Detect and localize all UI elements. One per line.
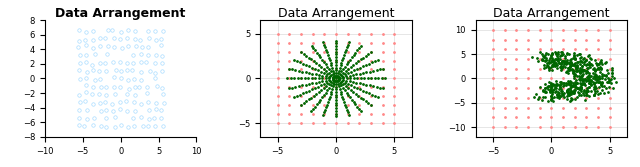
Title: Data Arrangement: Data Arrangement bbox=[493, 7, 610, 20]
Title: Data Arrangement: Data Arrangement bbox=[56, 7, 186, 20]
Title: Data Arrangement: Data Arrangement bbox=[278, 7, 394, 20]
